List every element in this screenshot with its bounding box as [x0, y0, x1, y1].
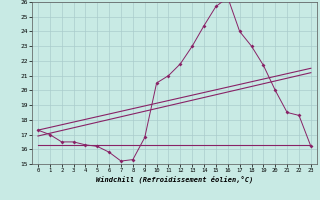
- X-axis label: Windchill (Refroidissement éolien,°C): Windchill (Refroidissement éolien,°C): [96, 176, 253, 183]
